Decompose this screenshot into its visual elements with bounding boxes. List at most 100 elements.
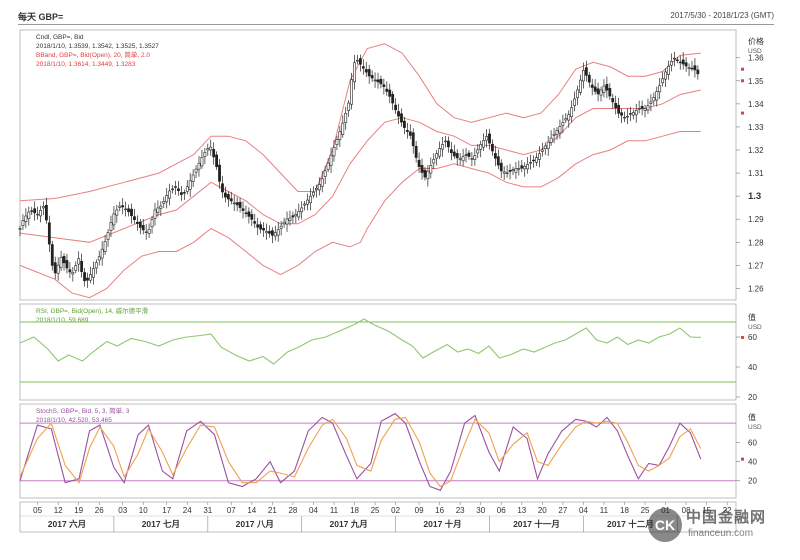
legend-entry: RSI, GBP=, Bid(Open), 14, 威尔德平滑	[36, 306, 149, 315]
candle-body	[391, 93, 395, 104]
candle-body	[238, 201, 242, 208]
x-tick-label: 28	[288, 506, 297, 515]
candle-body	[470, 158, 474, 160]
candle-body	[376, 79, 380, 83]
candle-body	[353, 62, 356, 83]
candle-body	[306, 199, 309, 205]
candle-body	[335, 139, 339, 145]
axis-unit: USD	[748, 324, 762, 331]
candle-body	[135, 221, 139, 224]
candle-body	[652, 97, 656, 102]
candle-body	[681, 59, 685, 65]
series-line-0	[19, 412, 702, 491]
candle-body	[414, 145, 418, 158]
candle-body	[341, 122, 345, 135]
candle-body	[250, 214, 254, 220]
candle-body	[256, 224, 260, 228]
y-tick-label: 20	[748, 393, 757, 402]
candle-body	[367, 69, 371, 77]
candle-body	[33, 208, 37, 214]
x-tick-label: 20	[538, 506, 547, 515]
candle-body	[21, 220, 25, 227]
candle-body	[185, 186, 189, 192]
candle-body	[162, 201, 166, 204]
candle-body	[323, 170, 327, 177]
axis-title: 价格	[748, 36, 764, 46]
candle-body	[168, 190, 172, 199]
watermark-title: 中国金融网	[686, 509, 767, 526]
candle-body	[582, 69, 585, 82]
axis-title: 值	[748, 312, 756, 322]
candle-body	[626, 115, 629, 118]
candle-body	[447, 140, 450, 148]
candle-body	[232, 202, 236, 205]
axis-unit: USD	[748, 424, 762, 431]
x-tick-label: 25	[641, 506, 650, 515]
candle-body	[276, 229, 280, 236]
candle-body	[693, 65, 697, 71]
candle-body	[83, 272, 86, 282]
candle-body	[203, 152, 207, 157]
candle-body	[614, 102, 618, 109]
candle-body	[358, 58, 362, 65]
candle-body	[124, 208, 128, 211]
candle-body	[628, 113, 632, 115]
y-tick-label: 1.31	[748, 169, 764, 178]
candle-body	[273, 232, 277, 237]
candle-body	[338, 131, 342, 140]
candle-body	[356, 60, 359, 62]
candle-body	[103, 241, 107, 252]
y-tick-label: 1.28	[748, 238, 764, 247]
candle-body	[138, 221, 142, 228]
candle-body	[50, 244, 54, 266]
candle-body	[611, 98, 615, 103]
candle-body	[655, 91, 659, 101]
candle-body	[593, 86, 597, 92]
candle-body	[59, 256, 63, 269]
candle-body	[89, 274, 92, 281]
x-tick-label: 17	[162, 506, 171, 515]
candle-body	[45, 204, 48, 221]
candle-body	[303, 203, 307, 206]
candle-body	[417, 159, 421, 167]
candle-body	[605, 83, 609, 91]
y-tick-label: 1.26	[748, 284, 764, 293]
y-tick-label: 20	[748, 477, 757, 486]
x-tick-label: 14	[247, 506, 256, 515]
candle-body	[39, 209, 42, 217]
y-tick-label: 40	[748, 363, 757, 372]
y-tick-label: 1.34	[748, 100, 764, 109]
candle-body	[42, 206, 45, 209]
candle-body	[153, 209, 157, 219]
candle-body	[405, 130, 409, 132]
month-label: 2017 六月	[48, 519, 86, 529]
candle-body	[408, 131, 412, 136]
y-tick-label: 60	[748, 438, 757, 447]
candle-body	[485, 136, 488, 141]
x-tick-label: 08	[682, 506, 691, 515]
candle-body	[552, 133, 556, 136]
x-tick-label: 11	[330, 506, 339, 515]
watermark-domain: financeun.com	[688, 528, 754, 539]
candle-body	[317, 184, 321, 191]
x-tick-label: 11	[600, 506, 609, 515]
candle-body	[546, 141, 550, 149]
candle-body	[602, 85, 606, 93]
candle-body	[285, 218, 289, 225]
candle-body	[537, 153, 541, 160]
candle-body	[620, 112, 623, 116]
y-tick-label: 40	[748, 458, 757, 467]
x-tick-label: 06	[497, 506, 506, 515]
candle-body	[493, 153, 497, 159]
candle-body	[115, 209, 119, 216]
candle-body	[649, 101, 653, 104]
candle-body	[587, 74, 591, 83]
x-axis: 05 12 19 26 03 10 17 24 31 07 14 21 28 04 11 18 25 02 09 16…	[19, 501, 737, 533]
candle-body	[379, 78, 383, 85]
candle-body	[364, 69, 368, 73]
candle-body	[423, 169, 427, 178]
x-tick-label: 22	[723, 506, 732, 515]
candle-body	[97, 256, 101, 261]
month-label: 2017 十月	[423, 519, 461, 529]
candle-body	[347, 102, 351, 111]
